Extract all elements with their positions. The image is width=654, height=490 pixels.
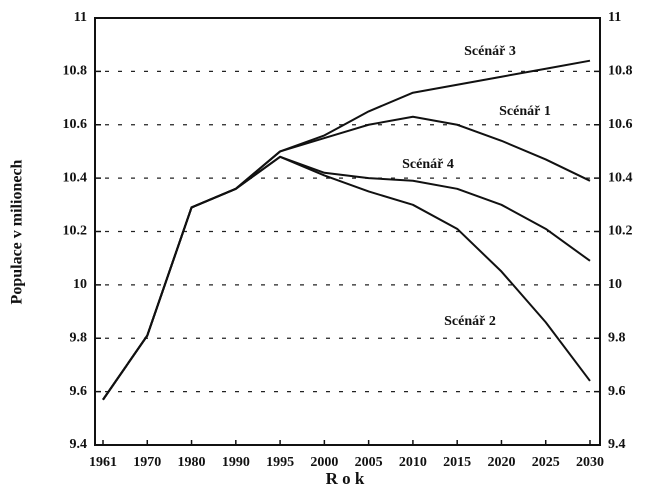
y-tick-label: 9.4: [70, 437, 88, 452]
y2-tick-label: 10: [608, 277, 622, 292]
y-tick-label: 10.6: [63, 117, 88, 132]
series-line: [102, 155, 591, 401]
series-label: Scénář 4: [402, 157, 454, 172]
plot-frame: [94, 17, 601, 446]
x-tick-label: 1961: [89, 455, 117, 470]
x-tick-label: 2010: [399, 455, 427, 470]
y2-tick-label: 9.6: [608, 384, 626, 399]
y2-tick-label: 9.8: [608, 330, 626, 345]
series-line: [102, 115, 591, 401]
x-tick-label: 1995: [266, 455, 294, 470]
y2-tick-label: 10.8: [608, 64, 633, 79]
y-tick-label: 9.6: [70, 384, 88, 399]
x-tick-label: 1990: [222, 455, 250, 470]
x-tick-label: 2020: [487, 455, 515, 470]
y-tick-label: 10.8: [63, 64, 88, 79]
x-tick-label: 1980: [178, 455, 206, 470]
y-tick-label: 10.2: [63, 224, 88, 239]
y-tick-label: 10: [73, 277, 87, 292]
y2-tick-label: 10.6: [608, 117, 633, 132]
y-tick-label: 11: [74, 10, 87, 25]
x-tick-label: 1970: [133, 455, 161, 470]
x-tick-label: 2015: [443, 455, 471, 470]
x-tick-label: 2005: [355, 455, 383, 470]
x-tick-label: 2000: [310, 455, 338, 470]
y2-tick-label: 10.4: [608, 170, 633, 185]
y2-tick-label: 10.2: [608, 224, 633, 239]
series-label: Scénář 3: [464, 44, 516, 59]
y-axis-label: Populace v milionech: [9, 159, 26, 304]
series-label: Scénář 2: [444, 314, 496, 329]
y2-tick-label: 11: [608, 10, 621, 25]
series-line: [102, 155, 591, 401]
x-axis-label: R o k: [326, 469, 365, 488]
y-tick-label: 10.4: [63, 170, 88, 185]
y-tick-label: 9.8: [70, 330, 88, 345]
y2-tick-label: 9.4: [608, 437, 626, 452]
x-tick-label: 2025: [532, 455, 560, 470]
x-tick-label: 2030: [576, 455, 604, 470]
series-label: Scénář 1: [499, 104, 551, 119]
